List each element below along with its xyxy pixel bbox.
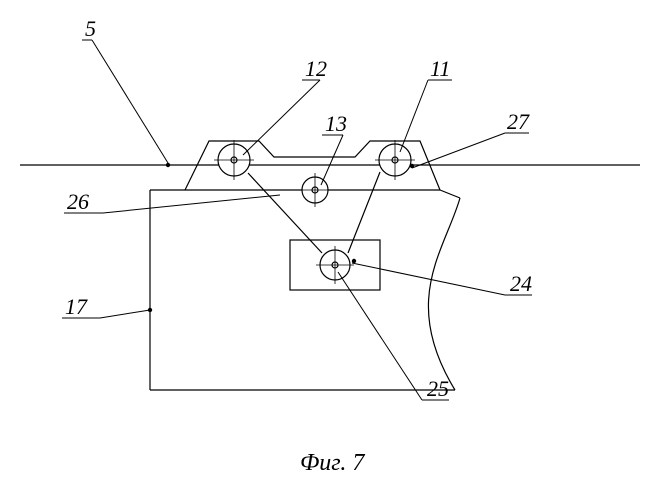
box-right-curve bbox=[428, 198, 460, 390]
label-26: 26 bbox=[67, 189, 89, 214]
leader-12 bbox=[243, 80, 320, 155]
dot-5 bbox=[166, 163, 170, 167]
label-25: 25 bbox=[427, 376, 449, 401]
label-17: 17 bbox=[65, 294, 88, 319]
label-5: 5 bbox=[85, 16, 96, 41]
figure-7: 5 12 11 13 27 26 17 24 25 Фиг. 7 bbox=[0, 0, 670, 500]
label-13: 13 bbox=[325, 111, 347, 136]
leader-26 bbox=[103, 195, 280, 213]
label-27: 27 bbox=[507, 109, 530, 134]
leader-17 bbox=[100, 310, 150, 318]
leader-5 bbox=[92, 40, 168, 163]
leader-25 bbox=[338, 272, 422, 400]
label-24: 24 bbox=[510, 271, 532, 296]
leader-27 bbox=[412, 133, 505, 168]
caption: Фиг. 7 bbox=[300, 450, 365, 476]
dot-24 bbox=[352, 259, 356, 263]
label-12: 12 bbox=[305, 56, 327, 81]
box-top-right bbox=[440, 190, 460, 198]
label-11: 11 bbox=[430, 56, 450, 81]
leader-13 bbox=[321, 135, 343, 185]
belt-right bbox=[348, 172, 380, 253]
